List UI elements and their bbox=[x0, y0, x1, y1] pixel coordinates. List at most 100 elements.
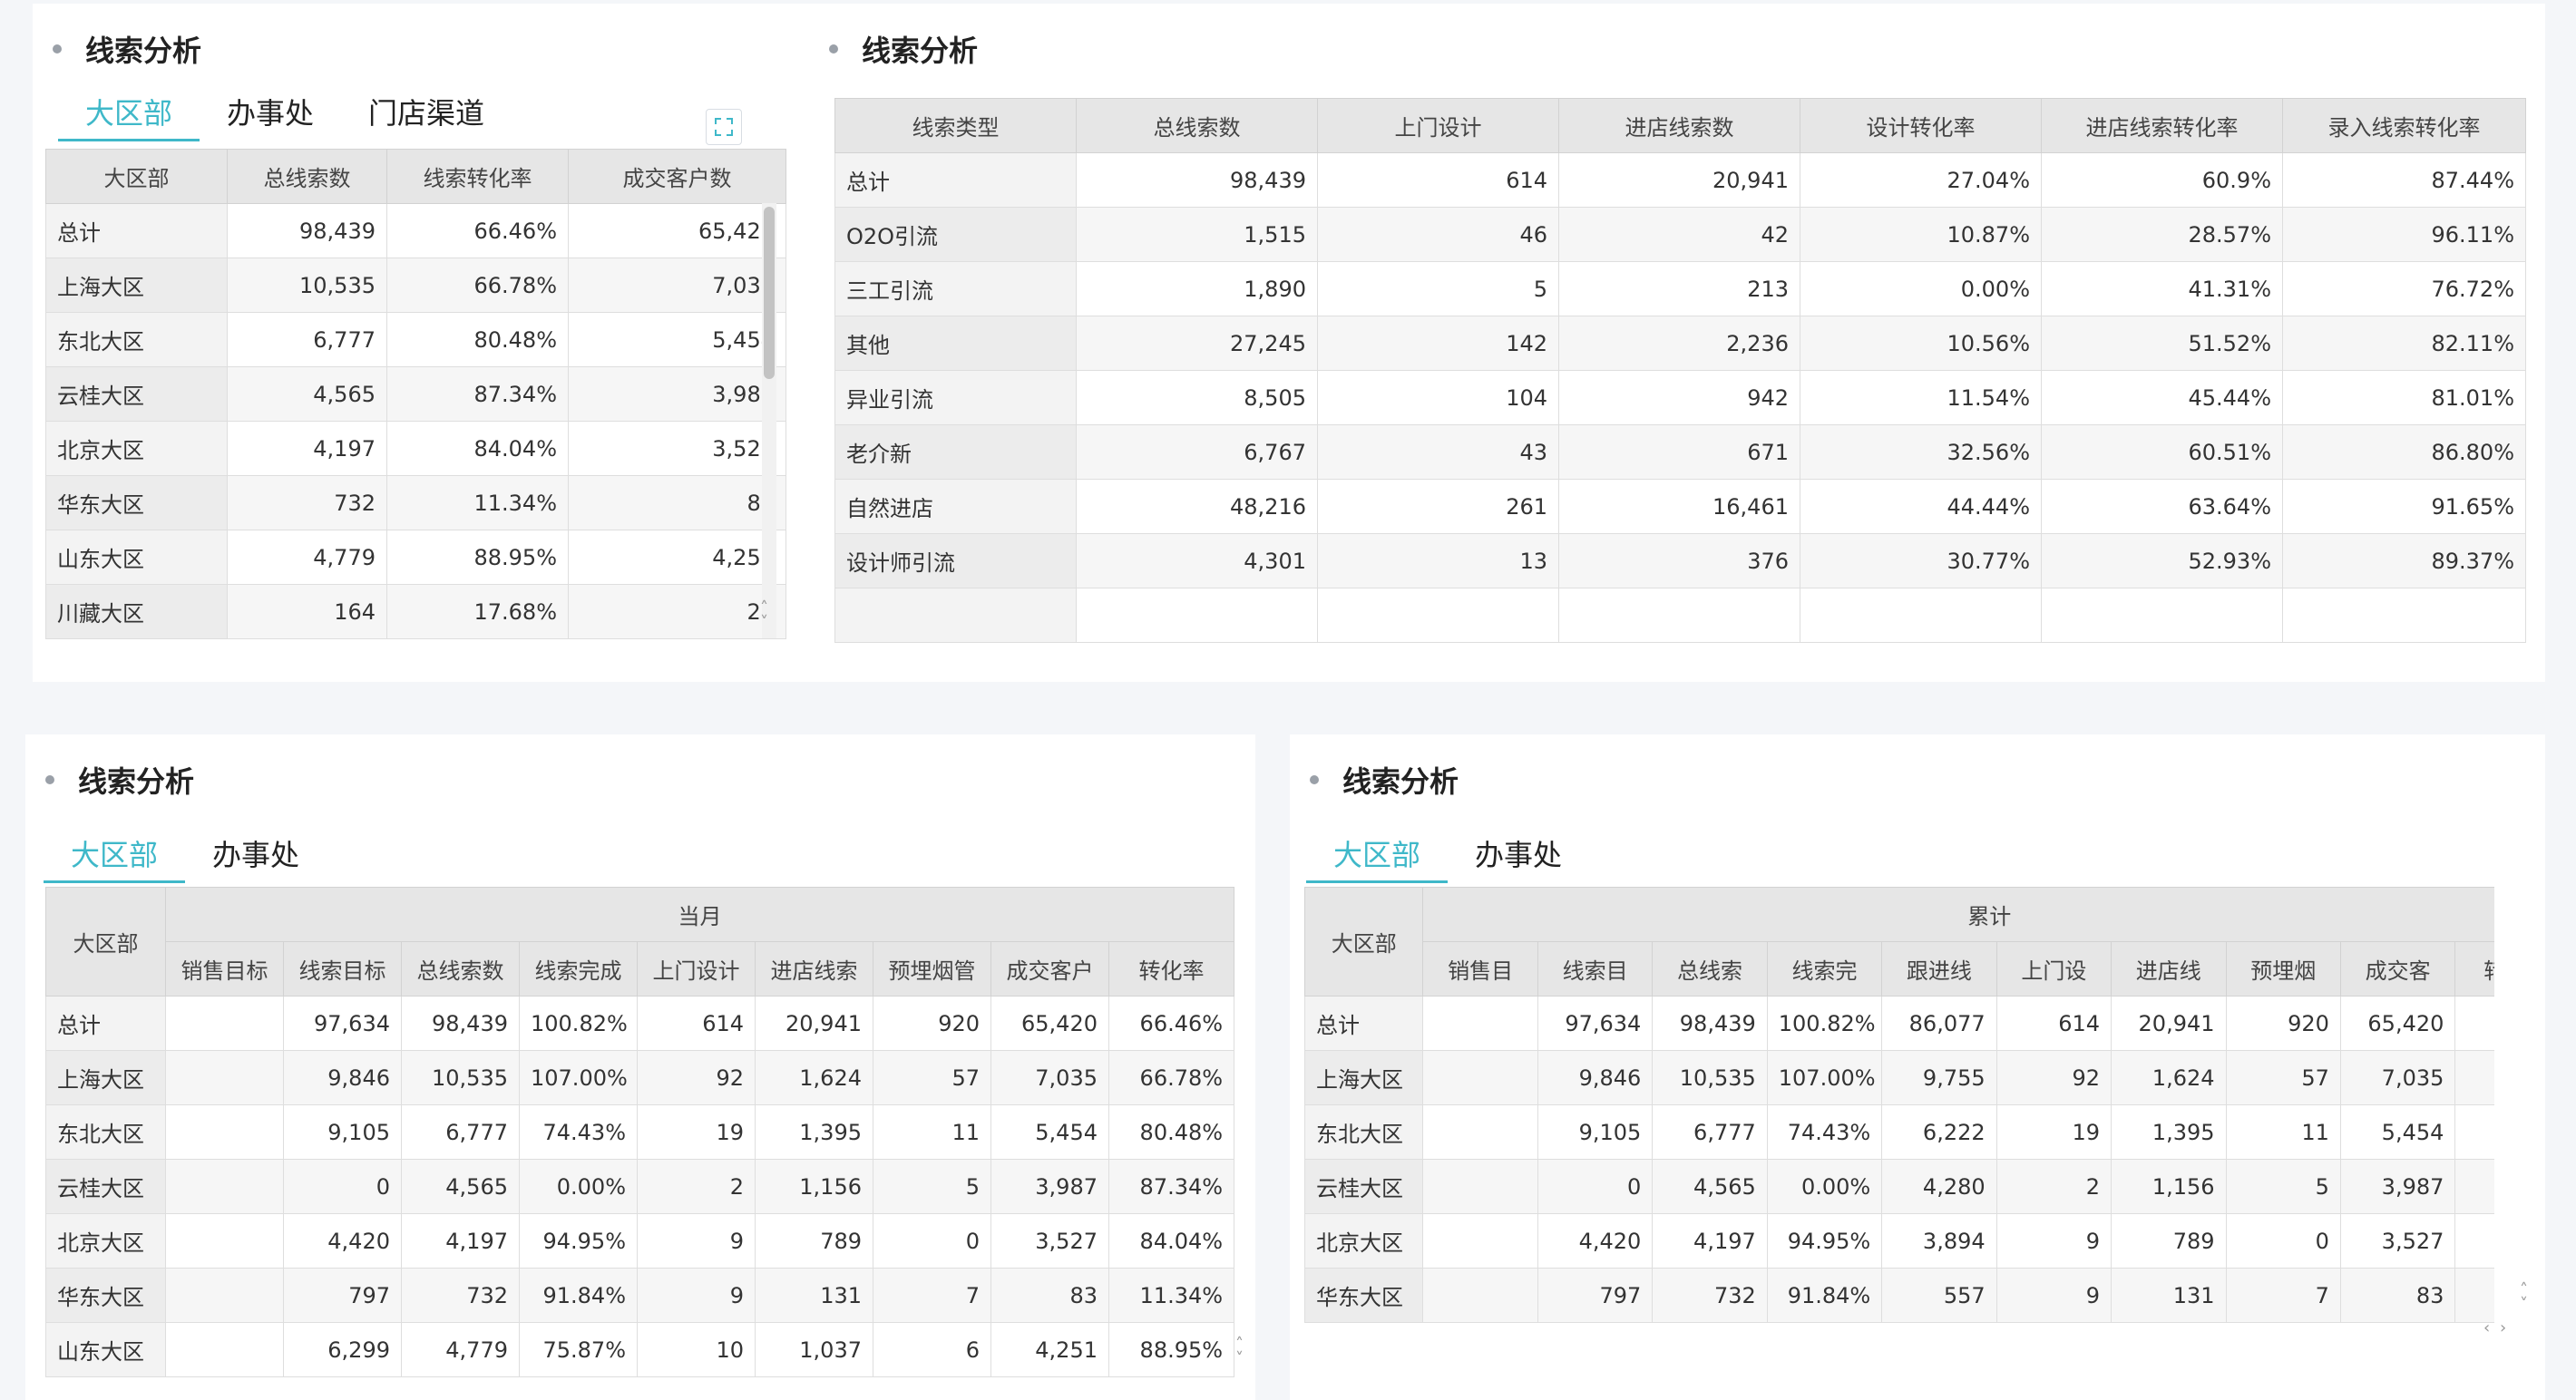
table-cell: 28.57% bbox=[2041, 207, 2283, 262]
vertical-scrollbar[interactable] bbox=[762, 203, 776, 638]
table-cell: 557 bbox=[1881, 1268, 1997, 1323]
table-cell: 66.46% bbox=[1107, 996, 1235, 1051]
table-cell bbox=[165, 1213, 284, 1269]
table-cell: 10,535 bbox=[401, 1050, 520, 1105]
table-cell bbox=[1422, 1104, 1538, 1160]
table-cell: 76.72% bbox=[2282, 261, 2526, 316]
row-label: 山东大区 bbox=[45, 530, 228, 585]
table-cell: 65,420 bbox=[568, 203, 786, 258]
table-cell: 920 bbox=[2225, 996, 2341, 1051]
table-row: 东北大区 9,105 6,777 74.43% 19 1,395 11 5,454 80.48% bbox=[45, 1104, 1235, 1160]
column-header: 销售目 bbox=[1422, 941, 1538, 997]
chevron-down-icon[interactable]: ˅ bbox=[760, 613, 768, 632]
tab-office[interactable]: 办事处 bbox=[227, 96, 315, 131]
table-cell: 92 bbox=[1995, 1050, 2113, 1105]
table-cell: 4,197 bbox=[227, 421, 387, 476]
table-cell: 0.00% bbox=[1766, 1159, 1883, 1214]
table-cell: 48,216 bbox=[1076, 479, 1318, 534]
table-cell: 83 bbox=[2339, 1268, 2456, 1323]
table-cell bbox=[1558, 588, 1800, 643]
table-cell: 9 bbox=[1995, 1268, 2113, 1323]
table-cell: 81.01% bbox=[2282, 370, 2526, 425]
expand-button[interactable] bbox=[706, 109, 742, 145]
table-cell: 19 bbox=[637, 1104, 756, 1160]
chevron-up-icon[interactable]: ˄ bbox=[760, 598, 768, 617]
table-cell: 7,035 bbox=[568, 258, 786, 313]
table-cell: 6,777 bbox=[227, 312, 387, 367]
panel-title: 线索分析 bbox=[45, 758, 194, 802]
table-cell: 104 bbox=[1317, 370, 1559, 425]
column-header: 进店线索数 bbox=[1558, 98, 1800, 153]
column-header: 预埋烟管 bbox=[873, 941, 991, 997]
table-cell: 376 bbox=[1558, 533, 1800, 588]
column-header: 线索完 bbox=[1766, 941, 1883, 997]
row-header: 大区部 bbox=[45, 887, 166, 997]
table-cell: 7,035 bbox=[990, 1050, 1109, 1105]
table-cell: 789 bbox=[755, 1213, 873, 1269]
chevron-down-icon[interactable]: ˅ bbox=[1235, 1349, 1244, 1368]
table-cell: 45.44% bbox=[2041, 370, 2283, 425]
title-dot-icon bbox=[829, 44, 838, 53]
column-header: 转化率 bbox=[1107, 941, 1235, 997]
table-row: 其他 27,245 142 2,236 10.56% 51.52% 82.11% bbox=[834, 316, 2526, 371]
table-cell: 6,777 bbox=[401, 1104, 520, 1160]
region-table: 大区部 总线索数 线索转化率 成交客户数 总计 98,439 66.46% 65,420 上海大… bbox=[45, 149, 786, 639]
tab-region[interactable]: 大区部 bbox=[1306, 832, 1449, 883]
column-header: 销售目标 bbox=[165, 941, 284, 997]
tab-office[interactable]: 办事处 bbox=[212, 838, 300, 872]
table-cell: 46 bbox=[1317, 207, 1559, 262]
table-cell bbox=[165, 996, 284, 1051]
table-cell: 3,987 bbox=[2339, 1159, 2456, 1214]
table-cell: 66.4 bbox=[2454, 996, 2494, 1051]
table-cell bbox=[1317, 588, 1559, 643]
row-label: 山东大区 bbox=[45, 1322, 166, 1377]
column-header: 线索完成 bbox=[519, 941, 638, 997]
tab-bar: 大区部 办事处 门店渠道 bbox=[58, 87, 512, 141]
table-cell bbox=[165, 1322, 284, 1377]
table-cell: 20,941 bbox=[1558, 152, 1800, 208]
table-row: 总计 98,439 614 20,941 27.04% 60.9% 87.44% bbox=[834, 152, 2526, 208]
table-cell: 732 bbox=[1652, 1268, 1768, 1323]
table-row: 东北大区 9,1056,77774.43%6,222191,395115,4548… bbox=[1304, 1104, 2494, 1160]
table-cell bbox=[1422, 1268, 1538, 1323]
chevron-up-icon[interactable]: ˄ bbox=[2520, 1280, 2528, 1299]
table-cell: 75.87% bbox=[519, 1322, 638, 1377]
tab-region[interactable]: 大区部 bbox=[44, 832, 186, 883]
tab-store-channel[interactable]: 门店渠道 bbox=[368, 96, 485, 131]
table-cell: 0 bbox=[873, 1213, 991, 1269]
tab-bar: 大区部 办事处 bbox=[1306, 829, 1589, 883]
table-cell: 92 bbox=[637, 1050, 756, 1105]
table-row: 北京大区 4,420 4,197 94.95% 9 789 0 3,527 84.04% bbox=[45, 1213, 1235, 1269]
table-cell: 83 bbox=[990, 1268, 1109, 1323]
table-cell: 4,420 bbox=[1537, 1213, 1654, 1269]
table-cell bbox=[2041, 588, 2283, 643]
row-label: 云桂大区 bbox=[45, 1159, 166, 1214]
panel-lead-type-analysis: 线索分析 线索类型 总线索数 上门设计 进店线索数 设计转化率 进店线索转化率 录入线索转化… bbox=[809, 4, 2545, 682]
table-cell: 142 bbox=[1317, 316, 1559, 371]
chevron-left-icon[interactable]: ‹ bbox=[2483, 1318, 2491, 1337]
tab-office[interactable]: 办事处 bbox=[1475, 838, 1563, 872]
scrollbar-thumb[interactable] bbox=[764, 207, 775, 379]
table-cell: 96.11% bbox=[2282, 207, 2526, 262]
table-cell: 98,439 bbox=[401, 996, 520, 1051]
column-header: 总线索数 bbox=[401, 941, 520, 997]
table-cell: 80.48% bbox=[1107, 1104, 1235, 1160]
table-cell: 2 bbox=[637, 1159, 756, 1214]
table-cell: 5,454 bbox=[568, 312, 786, 367]
chevron-right-icon[interactable]: › bbox=[2500, 1318, 2507, 1337]
row-label: 川藏大区 bbox=[45, 584, 228, 639]
table-cell: 920 bbox=[873, 996, 991, 1051]
column-header: 总线索 bbox=[1652, 941, 1768, 997]
chevron-down-icon[interactable]: ˅ bbox=[2520, 1295, 2528, 1314]
table-cell: 4,251 bbox=[568, 530, 786, 585]
row-label: 北京大区 bbox=[1304, 1213, 1424, 1269]
chevron-up-icon[interactable]: ˄ bbox=[1235, 1335, 1244, 1354]
table-cell: 97,634 bbox=[283, 996, 402, 1051]
table-cell bbox=[1422, 1050, 1538, 1105]
table-cell: 57 bbox=[2225, 1050, 2341, 1105]
tab-region[interactable]: 大区部 bbox=[58, 91, 200, 141]
table-row: 川藏大区 164 17.68% 29 bbox=[45, 584, 786, 639]
table-cell: 87.3 bbox=[2454, 1159, 2494, 1214]
table-cell: 7,035 bbox=[2339, 1050, 2456, 1105]
table-cell: 5,454 bbox=[990, 1104, 1109, 1160]
